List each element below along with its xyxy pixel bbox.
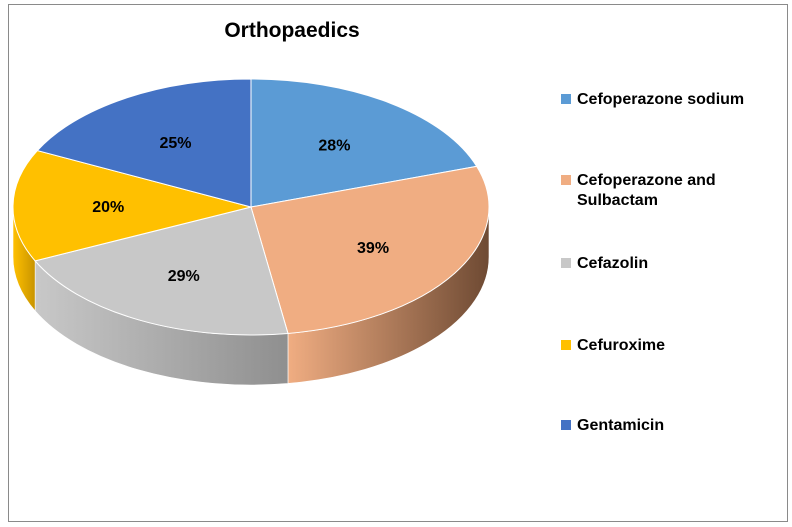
legend-swatch [561, 258, 571, 268]
pie-slice [250, 78, 478, 208]
data-label: 25% [159, 135, 191, 152]
data-label: 39% [357, 240, 389, 257]
chart-title: Orthopaedics [224, 19, 360, 42]
legend-label: Cefoperazone sodium [577, 91, 745, 108]
pie-labels: 28% 39% 29% 20% 25% [92, 135, 389, 285]
legend-label: Cefazolin [577, 255, 649, 272]
legend-label: Cefoperazone and Sulbactam [577, 172, 716, 209]
data-label: 29% [168, 268, 200, 285]
pie-chart: 28% 39% 29% 20% 25% [12, 78, 490, 386]
pie-slice [12, 149, 252, 262]
legend-swatch [561, 94, 571, 104]
chart-area: Orthopaedics 28% 39% 29% 20% 25% Cefoperazon… [8, 4, 788, 522]
legend-entry: Cefoperazone and Sulbactam [561, 171, 786, 211]
legend-entry: Cefazolin [561, 254, 786, 274]
pie-slice [34, 206, 289, 336]
data-label: 20% [92, 199, 124, 216]
legend-swatch [561, 340, 571, 350]
legend-label: Gentamicin [577, 417, 665, 434]
legend-entry: Gentamicin [561, 416, 786, 436]
legend-entry: Cefuroxime [561, 336, 786, 356]
pie-slice [36, 78, 252, 208]
data-label: 28% [318, 138, 350, 155]
pie-slice [250, 165, 490, 334]
legend-entry: Cefoperazone sodium [561, 90, 786, 110]
legend-swatch [561, 175, 571, 185]
legend-label: Cefuroxime [577, 337, 666, 354]
pie-tops [12, 78, 490, 336]
legend-swatch [561, 420, 571, 430]
